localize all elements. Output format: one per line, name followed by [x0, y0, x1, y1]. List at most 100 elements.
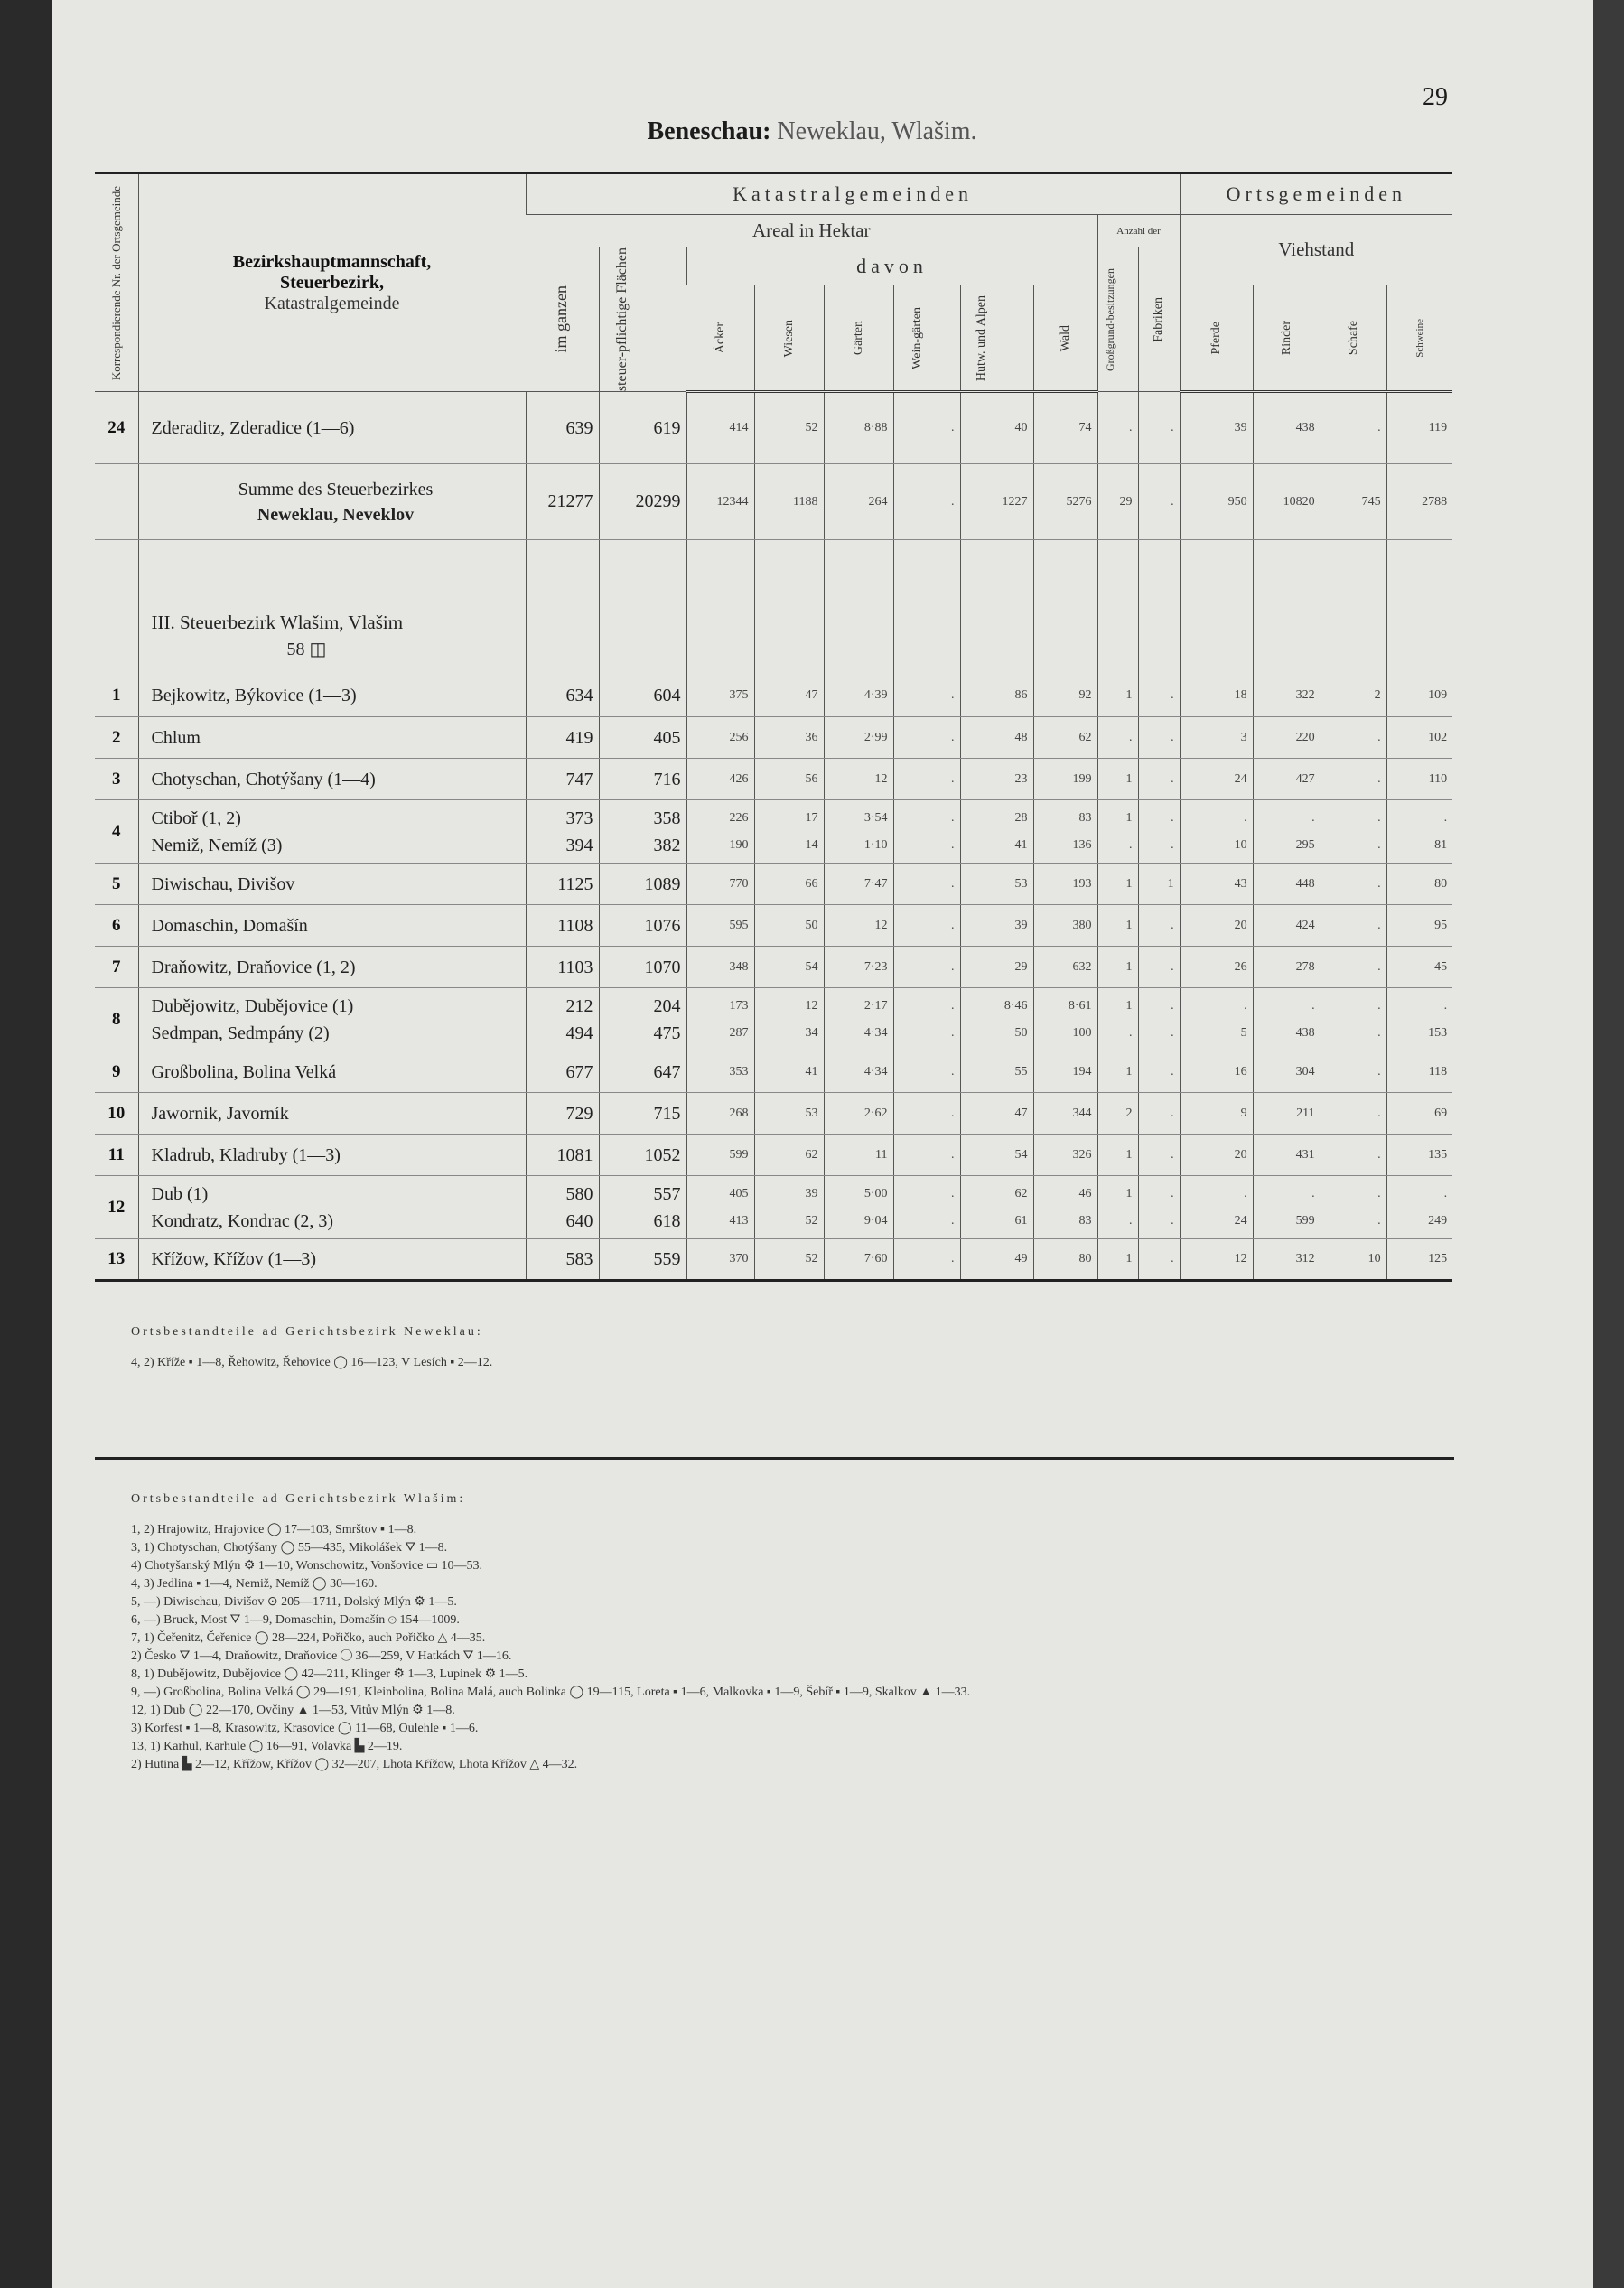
- value: .: [951, 876, 955, 891]
- footnote-line: 7, 1) Čeřenitz, Čeřenice ◯ 28—224, Pořič…: [131, 1631, 486, 1645]
- value: .: [1377, 998, 1381, 1013]
- cell: 1: [1137, 863, 1181, 906]
- value: 438: [1295, 421, 1315, 435]
- cell: Dub (1) Kondratz, Kondrac (2, 3): [137, 1175, 526, 1240]
- cell: 53: [959, 863, 1033, 906]
- value: 424: [1295, 918, 1315, 932]
- value: .: [1377, 771, 1381, 786]
- value: 62: [1014, 1186, 1028, 1200]
- header-cell: Pferde: [1179, 285, 1254, 394]
- value: 40: [1014, 421, 1028, 435]
- cell: 716: [598, 758, 686, 801]
- cell: 5·00 9·04: [823, 1175, 893, 1240]
- value: 46: [1078, 1186, 1092, 1200]
- value: .: [1311, 1186, 1315, 1200]
- cell: 24: [1179, 758, 1254, 801]
- value: 2·62: [863, 1106, 888, 1120]
- cell: 3: [95, 758, 138, 801]
- cell: .: [1320, 1134, 1387, 1177]
- value: .: [1377, 1186, 1381, 1200]
- value: .: [1244, 998, 1247, 1013]
- value: 382: [653, 835, 681, 855]
- header-cell: Fabriken: [1137, 247, 1181, 393]
- value: .: [1171, 837, 1174, 852]
- cell: Křížow, Křížov (1—3): [137, 1238, 526, 1282]
- cell: 426: [686, 758, 754, 801]
- value: 55: [1014, 1064, 1028, 1079]
- cell: 66: [753, 863, 824, 906]
- value: 1: [1125, 1064, 1133, 1079]
- footnote-block: Ortsbestandteile ad Gerichtsbezirk Wlaši…: [131, 1490, 970, 1774]
- header-text: Steuerbezirk,: [280, 272, 384, 293]
- cell: 8: [95, 987, 138, 1052]
- place-name: Bejkowitz, Býkovice (1—3): [151, 686, 357, 706]
- cell: ..: [892, 1175, 960, 1240]
- cell: 74: [1032, 391, 1097, 465]
- cell: [95, 463, 138, 541]
- header-text: Großgrund-besitzungen: [1103, 267, 1116, 371]
- value: 268: [729, 1106, 749, 1120]
- value: 358: [653, 808, 681, 828]
- cell: 312: [1252, 1238, 1321, 1282]
- place-name: Diwischau, Divišov: [151, 873, 295, 894]
- cell: 8·61 100: [1032, 987, 1097, 1052]
- value: .: [1129, 837, 1133, 852]
- cell: 427: [1252, 758, 1321, 801]
- value: .: [951, 730, 955, 744]
- header-text: Wald: [1058, 324, 1072, 351]
- value: .: [1443, 810, 1448, 825]
- value: 20299: [635, 491, 681, 512]
- cell: 43: [1179, 863, 1254, 906]
- value: 1188: [793, 494, 818, 509]
- header-cell: Hutw. und Alpen: [959, 285, 1033, 394]
- cell: .: [1137, 1051, 1181, 1094]
- value: 49: [1014, 1252, 1028, 1266]
- cell: Bejkowitz, Býkovice (1—3): [137, 675, 526, 718]
- header-text: Gärten: [851, 321, 865, 356]
- cell: 619: [598, 391, 686, 465]
- value: 278: [1295, 959, 1315, 974]
- value: 348: [729, 959, 749, 974]
- value: 1: [1125, 688, 1133, 703]
- header-cell: Bezirkshauptmannschaft, Steuerbezirk, Kata…: [137, 173, 526, 393]
- cell: . 599: [1252, 1175, 1321, 1240]
- value: 47: [805, 688, 818, 703]
- cell: 639: [525, 391, 599, 465]
- cell: 1: [1097, 1051, 1138, 1094]
- value: 373: [565, 808, 593, 828]
- cell: 52: [753, 391, 824, 465]
- value: 220: [1295, 730, 1315, 744]
- header-text: Schafe: [1346, 321, 1360, 356]
- cell: 29: [959, 946, 1033, 989]
- value: 50: [805, 918, 818, 932]
- cell: 28 41: [959, 799, 1033, 864]
- value: 413: [729, 1213, 749, 1228]
- value: .: [1171, 1186, 1174, 1200]
- footnote-line: 6, —) Bruck, Most ⛛ 1—9, Domaschin, Doma…: [131, 1613, 460, 1627]
- footnote-line: 8, 1) Dubějowitz, Dubějovice ◯ 42—211, K…: [131, 1667, 528, 1681]
- value: 1125: [557, 873, 593, 894]
- cell: 8·46 50: [959, 987, 1033, 1052]
- value: 102: [1428, 730, 1448, 744]
- value: .: [1443, 998, 1448, 1013]
- cell: 4·34: [823, 1051, 893, 1094]
- cell: 405 413: [686, 1175, 754, 1240]
- cell: [1097, 539, 1138, 676]
- value: 304: [1295, 1064, 1315, 1079]
- cell: 12: [823, 904, 893, 948]
- value: 2·17: [863, 998, 888, 1013]
- header-cell: Wald: [1032, 285, 1097, 394]
- cell: 1103: [525, 946, 599, 989]
- value: .: [1171, 810, 1174, 825]
- scan-edge: [1593, 0, 1624, 2288]
- value: 438: [1295, 1025, 1315, 1040]
- value: 54: [805, 959, 818, 974]
- place-name: Großbolina, Bolina Velká: [151, 1061, 337, 1082]
- value: 80: [1078, 1252, 1092, 1266]
- cell: . 153: [1386, 987, 1453, 1052]
- cell: 80: [1386, 863, 1453, 906]
- cell: 326: [1032, 1134, 1097, 1177]
- value: 80: [1434, 876, 1448, 891]
- cell: 20: [1179, 904, 1254, 948]
- value: 604: [653, 686, 681, 706]
